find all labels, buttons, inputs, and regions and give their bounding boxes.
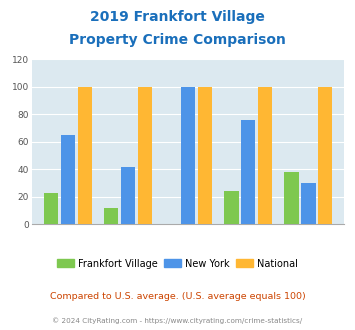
Bar [44, 193, 58, 224]
Bar [224, 191, 239, 224]
Bar [284, 172, 299, 224]
Bar [181, 87, 195, 224]
Bar [198, 87, 212, 224]
Bar [301, 183, 316, 224]
Bar [258, 87, 272, 224]
Bar [241, 120, 256, 224]
Text: © 2024 CityRating.com - https://www.cityrating.com/crime-statistics/: © 2024 CityRating.com - https://www.city… [53, 317, 302, 324]
Bar [318, 87, 332, 224]
Legend: Frankfort Village, New York, National: Frankfort Village, New York, National [55, 257, 300, 271]
Text: 2019 Frankfort Village: 2019 Frankfort Village [90, 10, 265, 24]
Bar [121, 167, 135, 224]
Text: Property Crime Comparison: Property Crime Comparison [69, 33, 286, 47]
Text: Compared to U.S. average. (U.S. average equals 100): Compared to U.S. average. (U.S. average … [50, 292, 305, 301]
Bar [138, 87, 152, 224]
Bar [61, 135, 75, 224]
Bar [104, 208, 119, 224]
Bar [78, 87, 92, 224]
